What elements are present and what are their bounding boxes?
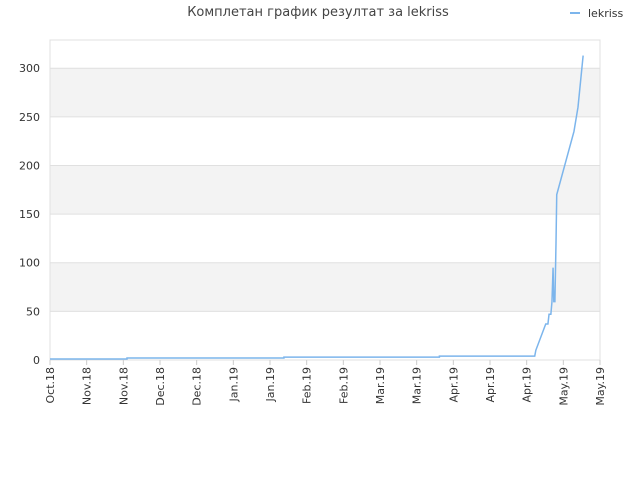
x-tick-label: Dec.18 [154,367,167,406]
legend-label: lekriss [588,7,624,20]
x-tick-label: Jan.19 [264,367,277,402]
y-tick-label: 300 [19,62,40,75]
x-tick-label: Dec.18 [191,367,204,406]
x-tick-label: May.19 [557,367,570,406]
plot-band [50,68,600,117]
y-tick-label: 250 [19,111,40,124]
x-tick-label: May.19 [594,367,607,406]
x-tick-label: Mar.19 [411,367,424,404]
y-tick-label: 0 [33,354,40,367]
x-tick-label: Feb.19 [337,367,350,404]
x-tick-label: Oct.18 [44,367,57,404]
x-tick-label: Apr.19 [484,367,497,403]
x-tick-label: Apr.19 [521,367,534,403]
x-tick-label: Apr.19 [447,367,460,403]
x-tick-label: Feb.19 [301,367,314,404]
y-tick-label: 200 [19,159,40,172]
chart-title: Комплетан график резултат за lekriss [187,5,449,20]
y-tick-label: 50 [26,305,40,318]
x-tick-label: Nov.18 [81,367,94,405]
y-tick-label: 150 [19,208,40,221]
x-tick-label: Jan.19 [227,367,240,402]
x-tick-label: Mar.19 [374,367,387,404]
data-line [50,55,584,360]
plot-band [50,165,600,215]
y-tick-label: 100 [19,257,40,270]
plot-band [50,262,600,312]
x-tick-label: Nov.18 [117,367,130,405]
